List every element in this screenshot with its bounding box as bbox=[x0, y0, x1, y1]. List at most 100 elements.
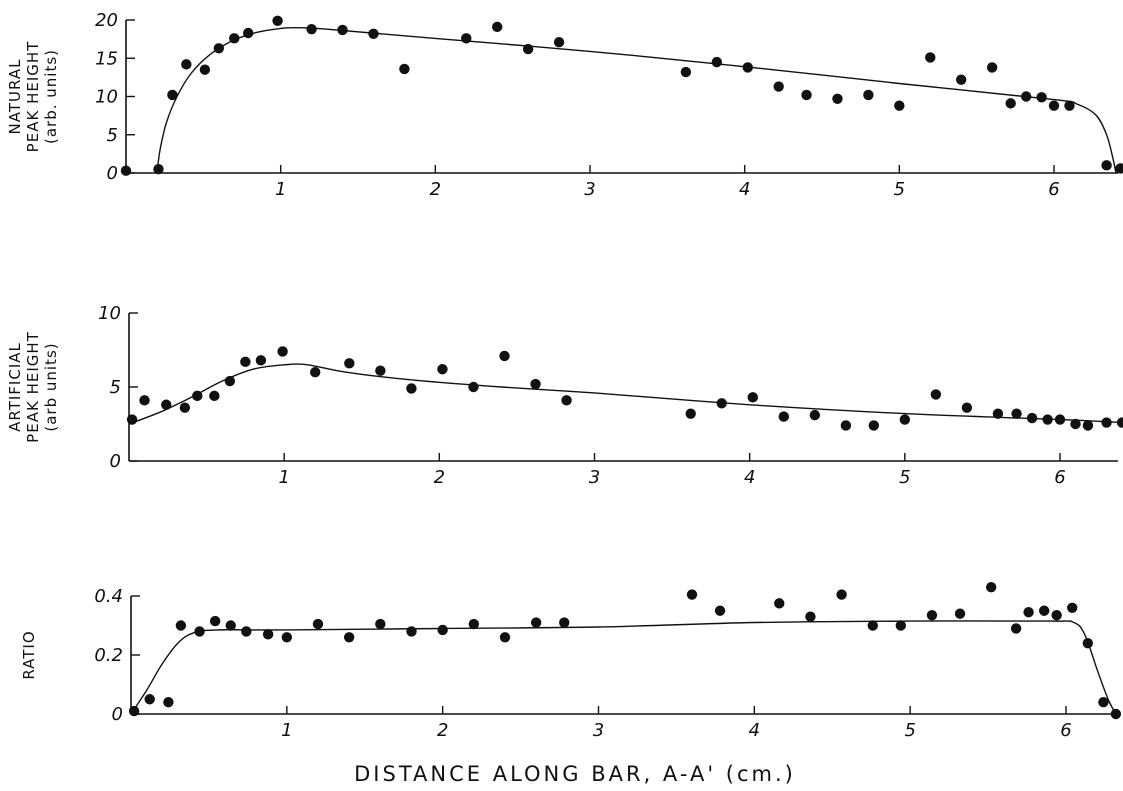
data-point bbox=[840, 420, 852, 431]
panel-ratio: 0 0.2 0.4 1 2 3 4 5 6 RATIO bbox=[20, 581, 1122, 741]
data-point bbox=[925, 52, 936, 63]
data-point bbox=[167, 89, 178, 101]
data-point bbox=[986, 581, 997, 593]
y-axis-label: PEAK HEIGHT bbox=[24, 331, 42, 443]
data-point bbox=[468, 381, 479, 393]
data-point bbox=[553, 36, 565, 48]
data-point bbox=[686, 589, 698, 600]
data-point bbox=[126, 414, 138, 425]
y-tick-label: 5 bbox=[110, 377, 121, 398]
y-tick-label: 0.4 bbox=[94, 586, 123, 607]
data-point bbox=[714, 605, 726, 616]
x-tick-label: 4 bbox=[744, 467, 755, 488]
data-point bbox=[277, 346, 288, 357]
data-point bbox=[836, 589, 847, 600]
data-point bbox=[255, 355, 267, 366]
data-point bbox=[805, 611, 816, 622]
data-point bbox=[895, 620, 907, 631]
data-point bbox=[1036, 92, 1047, 103]
data-point bbox=[899, 414, 911, 425]
fit-curve bbox=[128, 363, 1123, 425]
y-tick-label: 0.2 bbox=[94, 645, 123, 666]
y-axis-label: (arb. units) bbox=[42, 49, 60, 144]
data-point bbox=[742, 62, 753, 73]
data-point bbox=[229, 33, 240, 44]
data-point bbox=[801, 89, 812, 101]
data-point bbox=[343, 632, 355, 643]
data-point bbox=[153, 163, 164, 175]
data-point bbox=[224, 375, 236, 387]
fit-curve bbox=[130, 620, 1117, 715]
data-point bbox=[161, 399, 172, 410]
data-point bbox=[192, 390, 203, 402]
panel-artificial-peak-height: 0 5 10 1 2 3 4 5 6 ARTIFICIAL PEAK HEIGHT (arb unit… bbox=[6, 303, 1123, 488]
x-tick-label: 2 bbox=[434, 467, 445, 488]
x-tick-label: 1 bbox=[281, 720, 292, 741]
x-tick-label: 6 bbox=[1060, 720, 1071, 741]
data-point bbox=[530, 378, 541, 390]
data-point bbox=[1110, 708, 1122, 720]
data-point bbox=[128, 705, 140, 717]
data-point bbox=[961, 402, 973, 413]
data-point bbox=[1020, 91, 1032, 102]
x-tick-label: 3 bbox=[589, 467, 600, 488]
data-point bbox=[1116, 417, 1123, 428]
data-point bbox=[120, 165, 132, 176]
data-point bbox=[175, 620, 187, 631]
data-point bbox=[499, 632, 511, 643]
data-point bbox=[437, 364, 448, 375]
data-point bbox=[406, 626, 417, 637]
x-tick-label: 5 bbox=[899, 467, 910, 488]
data-point bbox=[530, 617, 542, 628]
data-point bbox=[499, 350, 510, 362]
data-point bbox=[680, 66, 692, 78]
data-point bbox=[163, 697, 174, 708]
data-point bbox=[926, 609, 938, 621]
data-point bbox=[144, 694, 155, 705]
y-axis-label: RATIO bbox=[20, 630, 38, 679]
y-tick-label: 20 bbox=[95, 10, 118, 31]
data-point bbox=[1082, 638, 1094, 649]
data-point bbox=[337, 24, 348, 36]
data-point bbox=[1070, 418, 1081, 430]
y-tick-label: 0 bbox=[112, 704, 123, 725]
data-point bbox=[1023, 607, 1034, 618]
data-point bbox=[832, 93, 843, 104]
data-point bbox=[1011, 408, 1022, 419]
x-tick-label: 2 bbox=[437, 720, 448, 741]
data-point bbox=[1067, 602, 1078, 613]
y-tick-label: 5 bbox=[107, 125, 118, 146]
data-point bbox=[1098, 697, 1109, 708]
data-point bbox=[437, 624, 448, 636]
x-tick-label: 4 bbox=[739, 179, 750, 200]
data-point bbox=[522, 43, 534, 55]
data-point bbox=[561, 395, 572, 406]
data-point bbox=[262, 629, 274, 640]
y-tick-label: 0 bbox=[110, 451, 121, 472]
data-point bbox=[559, 617, 570, 628]
data-point bbox=[1064, 100, 1075, 111]
data-point bbox=[1048, 100, 1060, 111]
data-point bbox=[209, 390, 220, 402]
y-tick-label: 15 bbox=[95, 48, 118, 69]
data-point bbox=[213, 43, 224, 54]
x-tick-label: 1 bbox=[278, 467, 289, 488]
data-point bbox=[930, 389, 942, 400]
data-point bbox=[1115, 163, 1123, 174]
data-point bbox=[773, 81, 784, 92]
x-tick-label: 5 bbox=[904, 720, 915, 741]
data-point bbox=[1005, 98, 1016, 109]
data-point bbox=[375, 365, 386, 376]
data-point bbox=[368, 28, 379, 39]
data-point bbox=[1010, 623, 1022, 634]
data-point bbox=[139, 395, 150, 406]
data-point bbox=[1051, 609, 1062, 621]
data-point bbox=[468, 618, 480, 630]
data-point bbox=[711, 56, 723, 68]
data-point bbox=[375, 618, 386, 630]
data-point bbox=[344, 358, 355, 369]
data-point bbox=[209, 615, 221, 627]
data-point bbox=[894, 100, 905, 111]
data-point bbox=[1101, 160, 1112, 171]
